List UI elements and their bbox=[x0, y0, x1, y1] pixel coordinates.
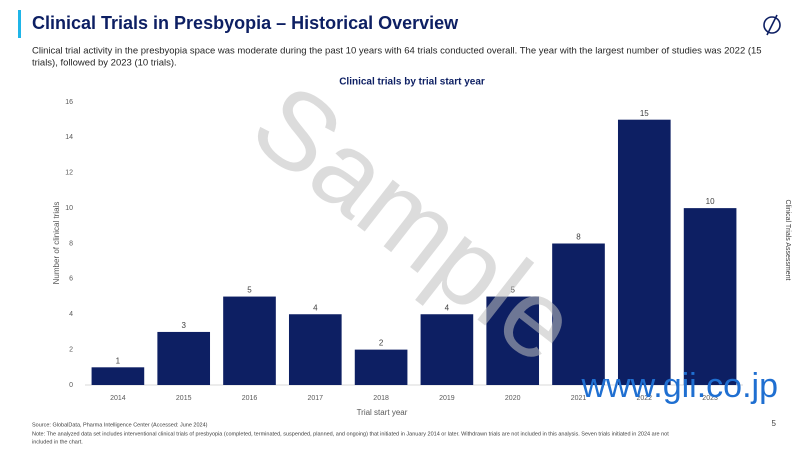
x-axis-label: Trial start year bbox=[357, 408, 408, 417]
bar bbox=[157, 331, 211, 385]
x-tick-label: 2023 bbox=[702, 395, 718, 402]
x-tick-label: 2017 bbox=[308, 395, 324, 402]
accent-bar bbox=[18, 10, 21, 38]
y-tick-label: 6 bbox=[69, 276, 73, 283]
value-label: 1 bbox=[116, 356, 121, 365]
y-tick-label: 12 bbox=[65, 170, 73, 177]
value-label: 5 bbox=[247, 286, 252, 295]
y-tick-label: 10 bbox=[65, 205, 73, 212]
logo bbox=[763, 14, 781, 36]
description: trials), followed by 2023 (10 trials). bbox=[32, 58, 177, 69]
value-label: 8 bbox=[576, 233, 581, 242]
bar bbox=[288, 314, 342, 385]
value-label: 4 bbox=[313, 303, 318, 312]
x-tick-label: 2014 bbox=[110, 395, 126, 402]
bar bbox=[683, 208, 737, 385]
bar bbox=[617, 119, 671, 385]
bar bbox=[420, 314, 474, 385]
x-tick-label: 2016 bbox=[242, 395, 258, 402]
x-tick-label: 2021 bbox=[571, 395, 587, 402]
value-label: 4 bbox=[445, 303, 450, 312]
x-tick-label: 2019 bbox=[439, 395, 455, 402]
bar bbox=[354, 349, 408, 385]
x-tick-label: 2022 bbox=[637, 395, 653, 402]
value-label: 2 bbox=[379, 339, 384, 348]
y-tick-label: 2 bbox=[69, 346, 73, 353]
description: Clinical trial activity in the presbyopi… bbox=[32, 46, 762, 57]
bar bbox=[91, 367, 145, 385]
watermark-url: www.gii.co.jp bbox=[580, 367, 778, 405]
note: included in the chart. bbox=[32, 439, 83, 445]
value-label: 5 bbox=[510, 286, 515, 295]
plot: 0 2 4 6 8 10 12 14 16 2014 1 2015 3 2016 5 2017 4 2018 2 20… bbox=[65, 99, 743, 402]
x-tick-label: 2015 bbox=[176, 395, 192, 402]
page-number: 5 bbox=[772, 419, 777, 428]
note: Note: The analyzed data set includes int… bbox=[32, 431, 669, 437]
y-tick-label: 8 bbox=[69, 240, 73, 247]
chart-title: Clinical trials by trial start year bbox=[339, 77, 485, 88]
y-tick-label: 16 bbox=[65, 99, 73, 106]
value-label: 10 bbox=[706, 197, 715, 206]
x-tick-label: 2020 bbox=[505, 395, 521, 402]
x-tick-label: 2018 bbox=[373, 395, 389, 402]
source: Source: GlobalData, Pharma Intelligence … bbox=[32, 422, 208, 428]
side-label: Clinical Trials Assessment bbox=[784, 200, 791, 281]
y-tick-label: 14 bbox=[65, 134, 73, 141]
bar bbox=[486, 296, 540, 385]
y-tick-label: 0 bbox=[69, 382, 73, 389]
slide-title: Clinical Trials in Presbyopia – Historic… bbox=[32, 13, 459, 33]
bar bbox=[223, 296, 276, 385]
value-label: 3 bbox=[181, 321, 186, 330]
y-tick-label: 4 bbox=[69, 311, 73, 318]
value-label: 15 bbox=[640, 109, 649, 118]
bar bbox=[552, 243, 605, 385]
y-axis-label: Number of clinical trials bbox=[52, 202, 61, 285]
